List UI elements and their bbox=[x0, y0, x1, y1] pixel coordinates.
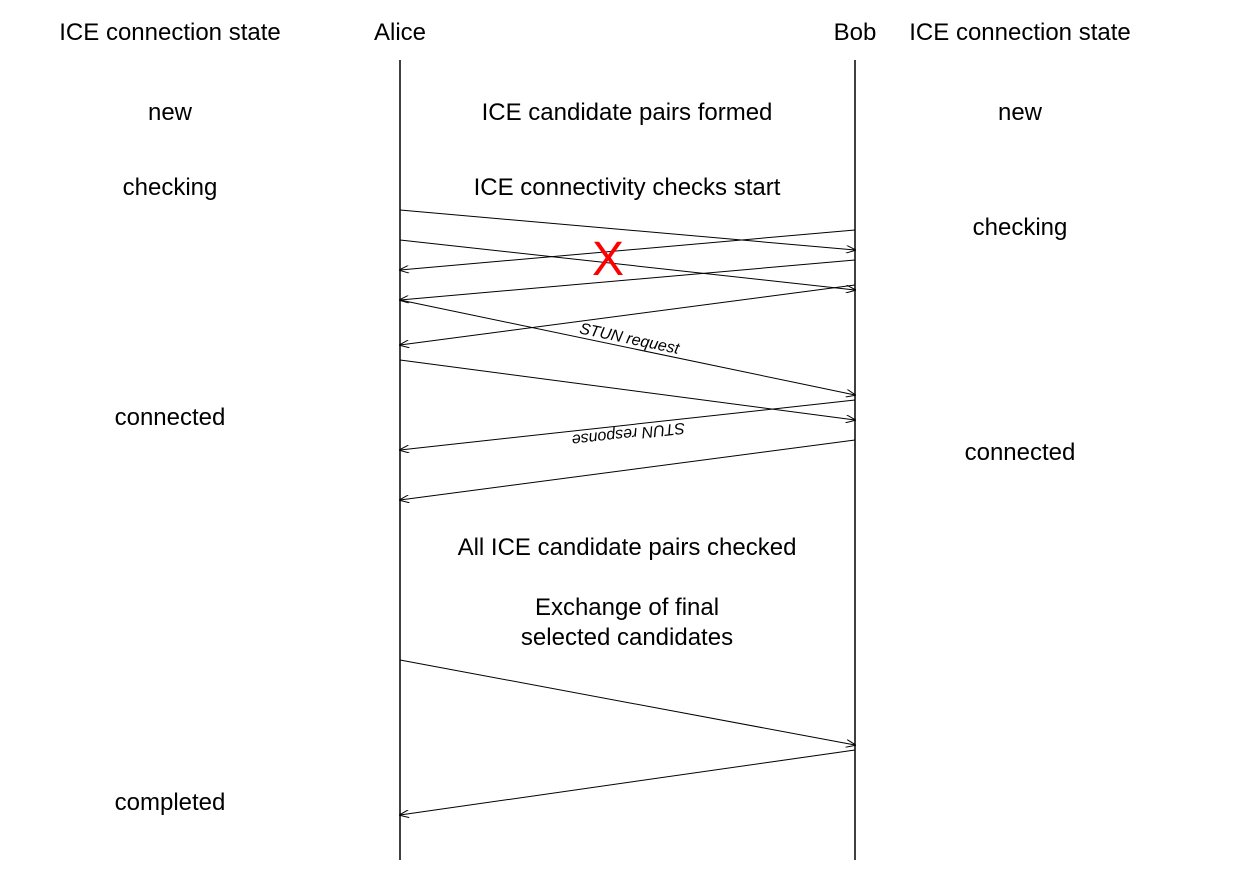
arrow-8 bbox=[400, 440, 855, 500]
arrow-label-stun_request: STUN request bbox=[578, 320, 681, 357]
bob-header: Bob bbox=[834, 19, 877, 46]
failure-x-icon: X bbox=[592, 233, 624, 286]
arrow-0 bbox=[400, 210, 855, 250]
state-left-new: new bbox=[148, 99, 193, 126]
right-state-header: ICE connection state bbox=[909, 19, 1130, 46]
arrow-6 bbox=[400, 360, 855, 420]
msg-all-checked: All ICE candidate pairs checked bbox=[458, 534, 797, 561]
arrow-label-stun_response: STUN response bbox=[571, 419, 686, 448]
msg-pairs-formed: ICE candidate pairs formed bbox=[482, 99, 773, 126]
sequence-diagram: ICE connection state Alice Bob ICE conne… bbox=[0, 0, 1237, 874]
alice-header: Alice bbox=[374, 19, 426, 46]
state-left-connected: connected bbox=[115, 404, 226, 431]
arrow-3 bbox=[400, 240, 855, 290]
state-right-connected: connected bbox=[965, 439, 1076, 466]
msg-final-line1: Exchange of final bbox=[535, 594, 719, 621]
state-right-checking: checking bbox=[973, 214, 1068, 241]
left-state-header: ICE connection state bbox=[59, 19, 280, 46]
state-right-new: new bbox=[998, 99, 1043, 126]
state-left-completed: completed bbox=[115, 789, 226, 816]
arrow-4 bbox=[400, 300, 855, 395]
arrow-1 bbox=[400, 230, 855, 270]
arrow-9 bbox=[400, 660, 855, 745]
arrows-group: STUN request STUN response bbox=[400, 210, 855, 815]
msg-checks-start: ICE connectivity checks start bbox=[474, 174, 781, 201]
state-left-checking: checking bbox=[123, 174, 218, 201]
msg-final-line2: selected candidates bbox=[521, 624, 733, 651]
arrow-10 bbox=[400, 750, 855, 815]
